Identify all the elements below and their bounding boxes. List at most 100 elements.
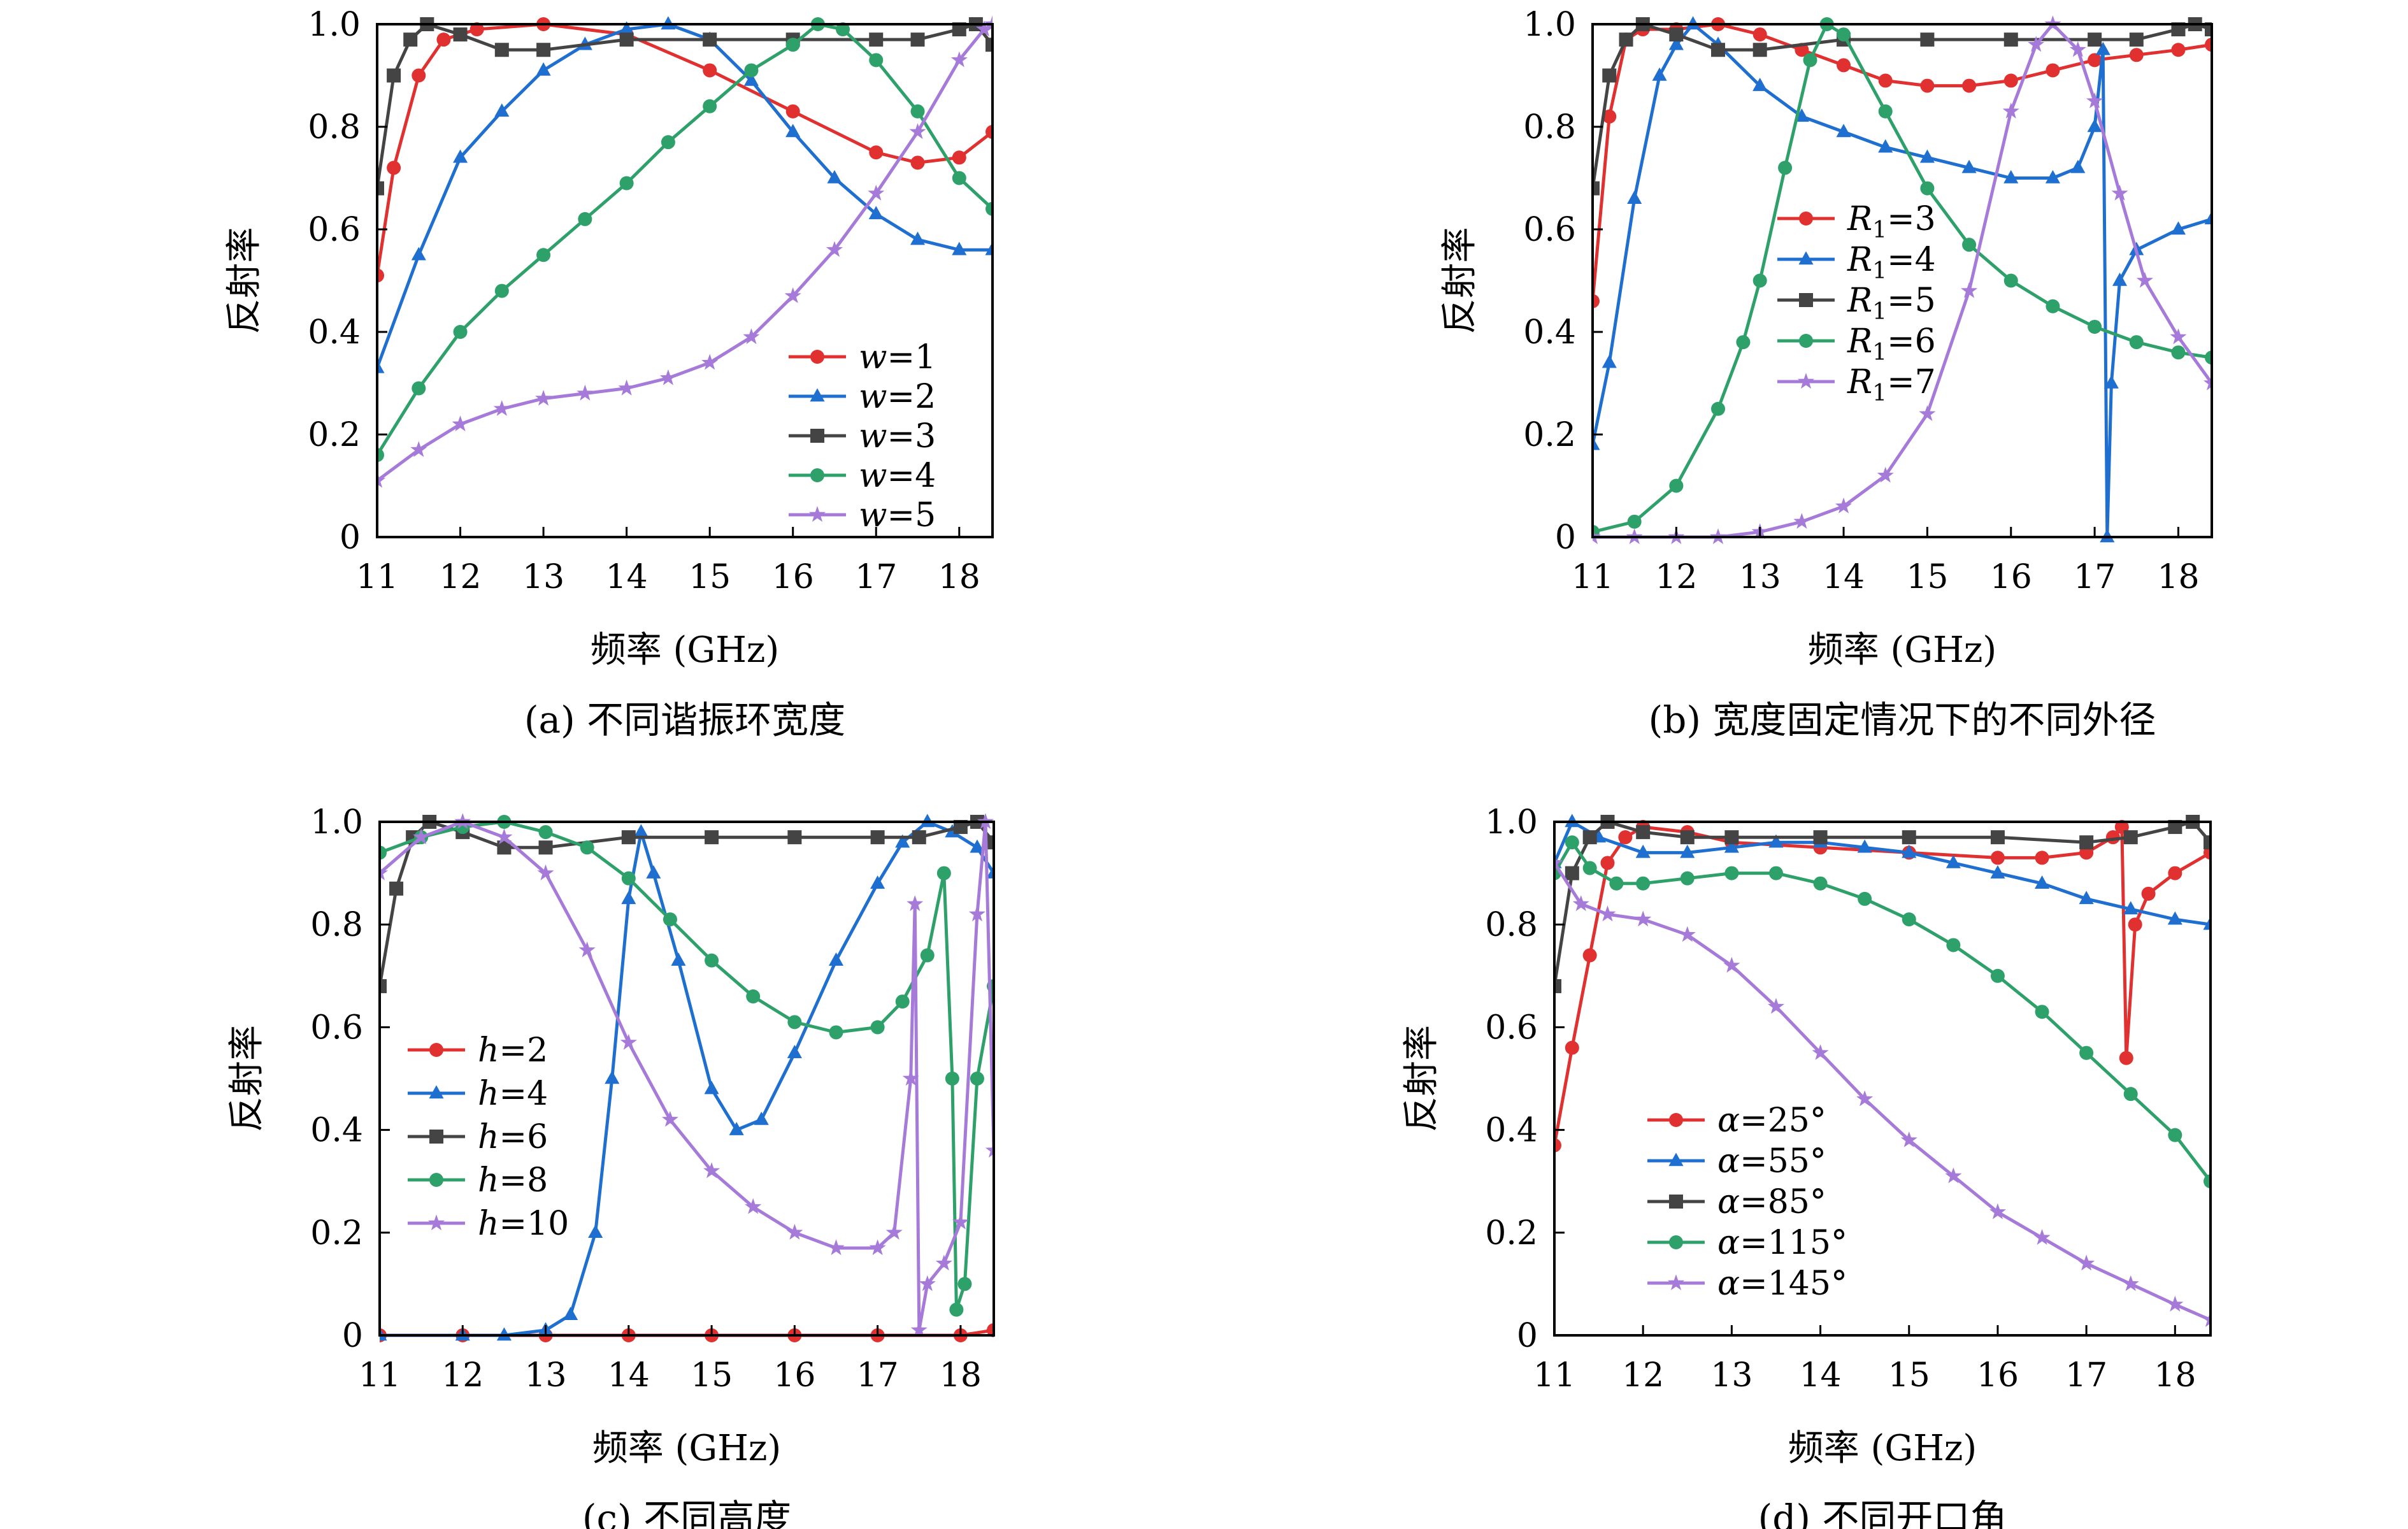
data-point-b-3-18 bbox=[2205, 350, 2212, 365]
data-point-c-4-22 bbox=[985, 1142, 994, 1158]
x-tick-label-c-1: 12 bbox=[441, 1356, 484, 1395]
data-point-a-1-11 bbox=[827, 169, 842, 183]
data-point-b-0-10 bbox=[1920, 78, 1935, 93]
data-point-b-1-5 bbox=[1686, 16, 1701, 30]
data-point-b-3-11 bbox=[1920, 181, 1935, 196]
legend-marker-a-4 bbox=[808, 506, 826, 522]
data-point-d-2-6 bbox=[1724, 830, 1739, 845]
data-point-a-4-0 bbox=[377, 471, 386, 488]
data-point-c-2-12 bbox=[953, 820, 968, 835]
x-tick-label-d-2: 13 bbox=[1710, 1356, 1752, 1395]
x-tick-label-b-0: 11 bbox=[1572, 558, 1614, 596]
data-point-a-2-7 bbox=[619, 32, 634, 47]
data-point-d-1-14 bbox=[2123, 901, 2139, 915]
data-point-a-2-1 bbox=[387, 68, 401, 83]
data-point-b-4-11 bbox=[2028, 36, 2045, 52]
legend-marker-b-3 bbox=[1799, 334, 1813, 348]
data-point-c-4-19 bbox=[952, 1213, 969, 1230]
data-point-c-3-15 bbox=[936, 866, 951, 880]
data-point-a-1-14 bbox=[952, 241, 967, 255]
x-tick-label-c-7: 18 bbox=[940, 1356, 982, 1395]
legend-marker-b-4 bbox=[1797, 373, 1815, 389]
data-point-d-2-11 bbox=[2123, 830, 2138, 845]
plot-frame-a bbox=[376, 23, 994, 538]
data-point-b-4-15 bbox=[2111, 184, 2128, 201]
data-point-a-3-16 bbox=[985, 201, 993, 216]
data-point-b-2-8 bbox=[1920, 32, 1935, 47]
data-point-b-1-22 bbox=[2170, 221, 2186, 235]
data-point-a-2-14 bbox=[985, 38, 993, 52]
data-point-d-1-8 bbox=[1857, 839, 1872, 853]
data-point-a-0-8 bbox=[785, 104, 800, 118]
y-tick-label-b-5: 1.0 bbox=[1523, 6, 1576, 44]
data-point-b-4-9 bbox=[1961, 282, 1978, 298]
legend-marker-a-1 bbox=[810, 388, 825, 402]
y-tick-label-b-0: 0 bbox=[1555, 519, 1576, 557]
caption-b: (b) 宽度固定情况下的不同外径 bbox=[1649, 698, 2156, 742]
data-point-c-4-0 bbox=[380, 864, 389, 880]
data-point-a-2-6 bbox=[536, 43, 551, 57]
data-point-b-0-6 bbox=[1752, 27, 1767, 42]
data-point-b-1-17 bbox=[2095, 41, 2111, 55]
legend-label-a-1: w=2 bbox=[859, 378, 936, 416]
x-tick-label-d-3: 14 bbox=[1799, 1356, 1841, 1395]
data-point-d-3-6 bbox=[1724, 866, 1739, 880]
data-point-c-3-11 bbox=[829, 1025, 843, 1040]
y-axis-label-c: 反射率 bbox=[226, 1025, 268, 1132]
series-b-1 bbox=[1593, 16, 2212, 543]
data-point-a-0-4 bbox=[469, 22, 484, 37]
data-point-a-4-12 bbox=[868, 184, 885, 201]
data-point-c-3-17 bbox=[949, 1302, 964, 1317]
data-point-b-1-23 bbox=[2204, 211, 2212, 225]
legend-marker-d-2 bbox=[1669, 1195, 1683, 1209]
data-point-d-4-6 bbox=[1767, 998, 1785, 1014]
data-point-d-4-12 bbox=[2033, 1229, 2051, 1245]
data-point-d-0-1 bbox=[1565, 1040, 1579, 1055]
series-b-2 bbox=[1593, 17, 2212, 196]
data-point-a-4-3 bbox=[493, 400, 510, 416]
data-point-c-3-18 bbox=[957, 1277, 972, 1291]
data-point-d-3-2 bbox=[1582, 861, 1597, 875]
y-tick-label-a-3: 0.6 bbox=[308, 211, 361, 249]
data-point-c-4-8 bbox=[703, 1162, 720, 1179]
data-point-a-4-8 bbox=[701, 354, 719, 370]
y-tick-label-a-2: 0.4 bbox=[308, 313, 361, 352]
data-point-d-1-15 bbox=[2167, 911, 2182, 925]
data-point-d-4-14 bbox=[2122, 1275, 2139, 1291]
data-point-a-3-2 bbox=[453, 325, 468, 339]
data-point-c-1-18 bbox=[920, 814, 935, 828]
series-c-4 bbox=[380, 813, 994, 1338]
data-point-c-1-8 bbox=[633, 824, 649, 838]
data-point-a-3-8 bbox=[703, 99, 717, 113]
data-point-b-4-5 bbox=[1793, 513, 1810, 529]
x-axis-label-b: 频率 (GHz) bbox=[1808, 629, 1997, 671]
data-point-a-0-0 bbox=[377, 268, 384, 283]
data-point-d-1-13 bbox=[2079, 891, 2094, 905]
x-tick-label-b-3: 14 bbox=[1823, 558, 1865, 596]
data-point-c-4-17 bbox=[919, 1275, 936, 1291]
panel-c: 11 12 13 14 15 16 17 18 0 0.2 0.4 0.6 0.8 1.0 频率 (GHz)… bbox=[226, 803, 995, 1529]
data-point-b-3-16 bbox=[2129, 335, 2144, 350]
series-line-c-4 bbox=[380, 820, 994, 1332]
data-point-d-2-10 bbox=[2079, 835, 2094, 850]
y-tick-label-b-4: 0.8 bbox=[1523, 108, 1576, 147]
series-a-4 bbox=[377, 15, 993, 488]
data-point-a-1-15 bbox=[985, 241, 993, 255]
data-point-b-2-5 bbox=[1711, 43, 1726, 57]
x-tick-label-b-7: 18 bbox=[2157, 558, 2199, 596]
data-point-d-2-5 bbox=[1680, 830, 1695, 845]
legend-marker-b-0 bbox=[1799, 212, 1813, 226]
data-point-a-0-1 bbox=[387, 161, 401, 175]
data-point-c-1-12 bbox=[729, 1121, 744, 1135]
series-b-4 bbox=[1593, 15, 2212, 545]
y-axis-label-a: 反射率 bbox=[224, 227, 265, 334]
legend-label-d-1: α=55° bbox=[1717, 1142, 1826, 1181]
data-point-c-4-20 bbox=[968, 905, 985, 922]
data-point-a-4-15 bbox=[975, 20, 993, 37]
data-point-b-3-15 bbox=[2088, 319, 2102, 334]
data-point-c-1-11 bbox=[704, 1080, 719, 1095]
data-point-d-0-11 bbox=[2035, 851, 2049, 865]
legend-label-c-3: h=8 bbox=[478, 1161, 548, 1200]
legend-label-b-3: R1=6 bbox=[1847, 322, 1936, 366]
data-point-a-4-11 bbox=[826, 241, 843, 257]
